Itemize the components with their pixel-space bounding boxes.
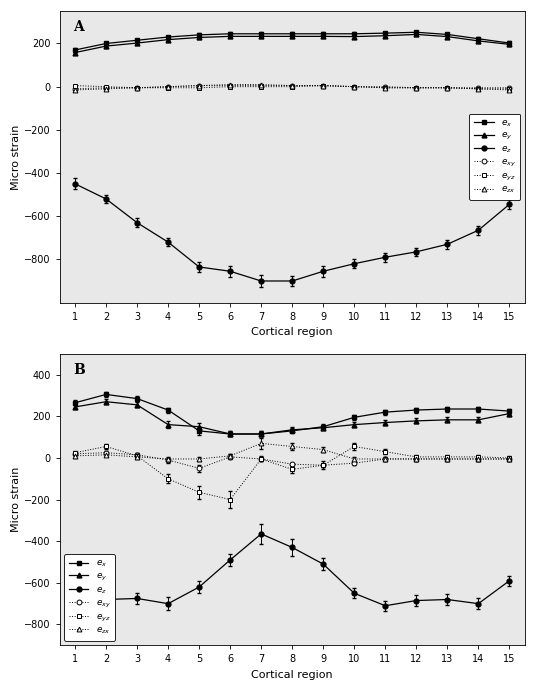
X-axis label: Cortical region: Cortical region bbox=[251, 670, 333, 680]
Text: B: B bbox=[73, 363, 85, 377]
Text: A: A bbox=[73, 20, 84, 34]
Legend: $e_x$, $e_y$, $e_z$, $e_{xy}$, $e_{yz}$, $e_{zx}$: $e_x$, $e_y$, $e_z$, $e_{xy}$, $e_{yz}$,… bbox=[64, 554, 115, 641]
X-axis label: Cortical region: Cortical region bbox=[251, 327, 333, 337]
Y-axis label: Micro strain: Micro strain bbox=[11, 124, 21, 189]
Y-axis label: Micro strain: Micro strain bbox=[11, 467, 21, 532]
Legend: $e_x$, $e_y$, $e_z$, $e_{xy}$, $e_{yz}$, $e_{zx}$: $e_x$, $e_y$, $e_z$, $e_{xy}$, $e_{yz}$,… bbox=[469, 114, 520, 200]
